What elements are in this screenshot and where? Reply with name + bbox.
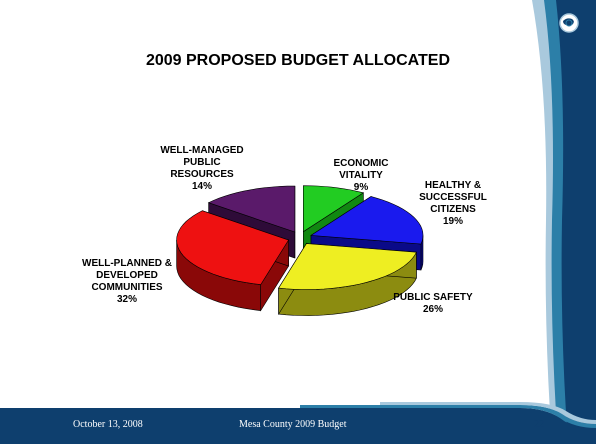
pie-slice-0-top [302, 185, 365, 233]
right-band-teal [540, 0, 568, 444]
pie-slice-2 [278, 242, 417, 316]
footer-date: October 13, 2008 [73, 419, 143, 430]
chart-title: 2009 PROPOSED BUDGET ALLOCATED [145, 52, 451, 69]
footer-band-light [380, 402, 596, 424]
globe-logo-icon [559, 13, 579, 33]
pie-slice-3 [176, 210, 290, 312]
page-number: 22 [534, 419, 544, 430]
pie-slice-3-top [176, 210, 290, 285]
label-healthy-citizens: HEALTHY & SUCCESSFUL CITIZENS 19% [419, 180, 487, 227]
footer-center-text: Mesa County 2009 Budget [239, 419, 347, 430]
pie-slice-4-top [207, 185, 296, 233]
footer-band-dark [0, 408, 596, 444]
footer-band-teal [300, 405, 596, 428]
pie-slice-1-top [310, 196, 424, 245]
pie-slice-2-top [278, 243, 417, 290]
label-well-managed: WELL-MANAGED PUBLIC RESOURCES 14% [160, 145, 244, 192]
label-well-planned: WELL-PLANNED & DEVELOPED COMMUNITIES 32% [82, 258, 172, 305]
label-public-safety: PUBLIC SAFETY 26% [393, 292, 473, 315]
right-band-light [532, 0, 558, 444]
label-economic-vitality: ECONOMIC VITALITY 9% [333, 158, 389, 193]
